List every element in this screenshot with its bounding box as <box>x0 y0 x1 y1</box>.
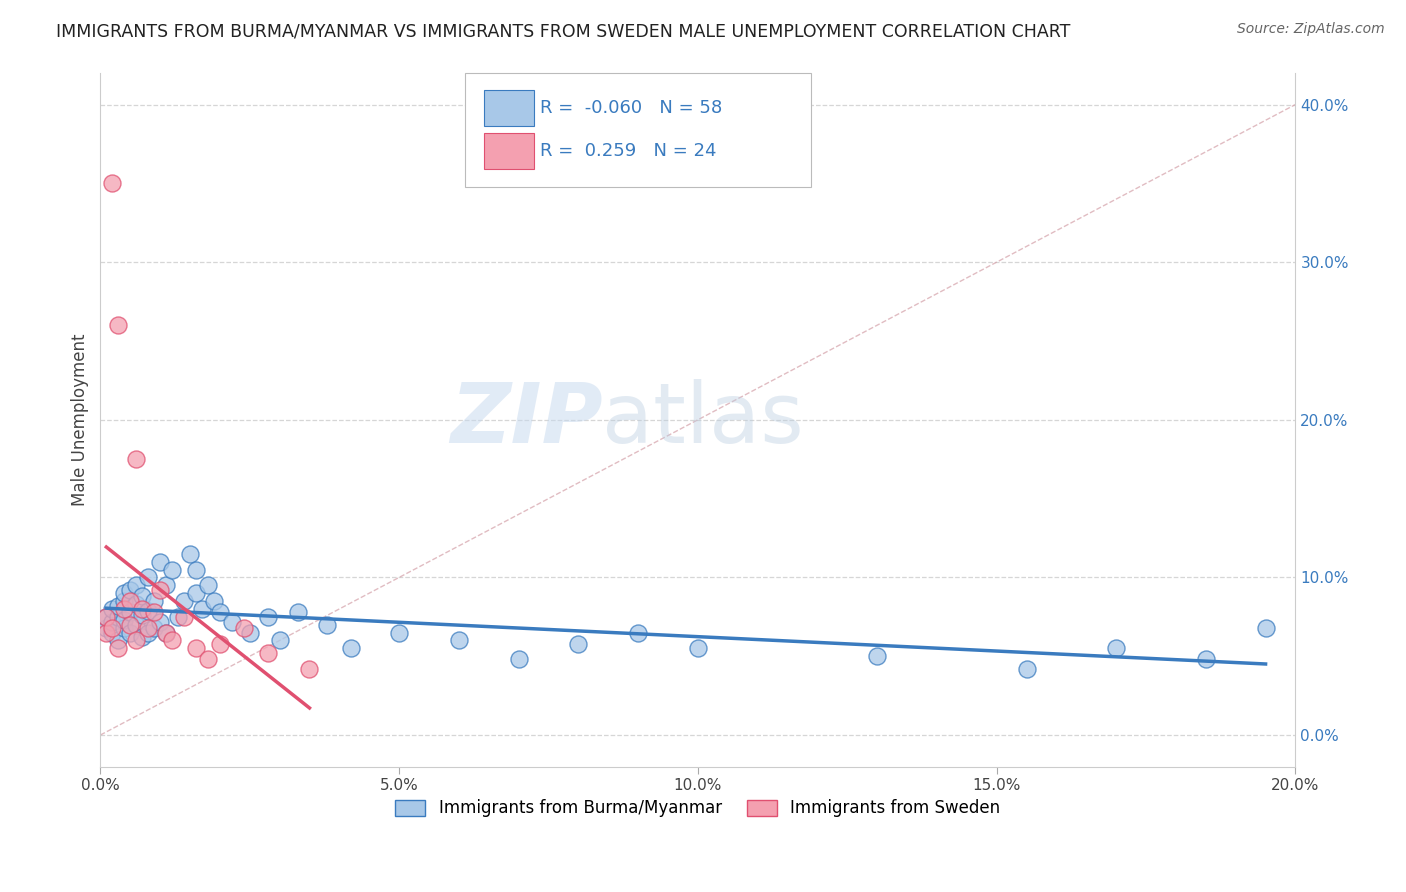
Point <box>184 641 207 656</box>
Point <box>686 641 709 656</box>
FancyBboxPatch shape <box>465 73 811 187</box>
Point <box>173 609 195 624</box>
Point <box>143 605 166 619</box>
Text: atlas: atlas <box>602 379 804 460</box>
Point <box>232 621 254 635</box>
Point <box>120 582 142 597</box>
Point <box>112 613 135 627</box>
Point <box>221 615 243 629</box>
Point <box>112 594 135 608</box>
Text: IMMIGRANTS FROM BURMA/MYANMAR VS IMMIGRANTS FROM SWEDEN MALE UNEMPLOYMENT CORREL: IMMIGRANTS FROM BURMA/MYANMAR VS IMMIGRA… <box>56 22 1070 40</box>
Point <box>120 594 142 608</box>
Point <box>125 617 148 632</box>
Point <box>447 633 470 648</box>
Point <box>298 662 321 676</box>
Point <box>508 652 530 666</box>
Point <box>96 609 118 624</box>
Point <box>125 633 148 648</box>
Point <box>179 547 201 561</box>
Point <box>143 621 166 635</box>
Point <box>131 590 153 604</box>
Text: R =  -0.060   N = 58: R = -0.060 N = 58 <box>540 99 723 118</box>
Point <box>239 625 262 640</box>
Point <box>256 646 278 660</box>
Point <box>101 615 124 629</box>
Point <box>125 597 148 611</box>
Point <box>208 605 231 619</box>
Point <box>256 609 278 624</box>
Point <box>173 594 195 608</box>
Point <box>202 594 225 608</box>
Y-axis label: Male Unemployment: Male Unemployment <box>72 334 89 506</box>
Point <box>149 582 172 597</box>
Point <box>269 633 291 648</box>
Point <box>1015 662 1038 676</box>
Point <box>1254 621 1277 635</box>
Point <box>136 603 159 617</box>
Point <box>101 177 124 191</box>
Point <box>191 602 214 616</box>
Point <box>340 641 363 656</box>
Point <box>107 609 129 624</box>
Point <box>167 609 190 624</box>
Point <box>120 617 142 632</box>
Point <box>1105 641 1128 656</box>
Point <box>101 625 124 640</box>
Point <box>627 625 650 640</box>
Point <box>120 625 142 640</box>
Point <box>107 633 129 648</box>
Point <box>120 605 142 619</box>
Point <box>112 602 135 616</box>
Point <box>184 586 207 600</box>
Point <box>155 625 177 640</box>
Point <box>197 652 219 666</box>
Point <box>107 599 129 613</box>
Point <box>316 617 339 632</box>
Point <box>125 578 148 592</box>
Point <box>101 602 124 616</box>
Point <box>1195 652 1218 666</box>
Point <box>112 586 135 600</box>
Point <box>131 602 153 616</box>
Text: ZIP: ZIP <box>450 379 602 460</box>
Point <box>112 621 135 635</box>
Point <box>208 637 231 651</box>
FancyBboxPatch shape <box>484 90 534 127</box>
Point <box>136 570 159 584</box>
Point <box>107 641 129 656</box>
Point <box>388 625 411 640</box>
Point <box>184 562 207 576</box>
Point <box>96 625 118 640</box>
Point <box>136 625 159 640</box>
Point <box>125 452 148 467</box>
Point <box>149 615 172 629</box>
Point <box>866 649 889 664</box>
Point <box>155 625 177 640</box>
Point <box>131 630 153 644</box>
Legend: Immigrants from Burma/Myanmar, Immigrants from Sweden: Immigrants from Burma/Myanmar, Immigrant… <box>389 793 1007 824</box>
Point <box>160 562 183 576</box>
Point <box>101 621 124 635</box>
Text: Source: ZipAtlas.com: Source: ZipAtlas.com <box>1237 22 1385 37</box>
Point <box>287 605 309 619</box>
Point <box>155 578 177 592</box>
Point <box>149 555 172 569</box>
Point <box>107 318 129 333</box>
Point <box>96 621 118 635</box>
Point <box>131 608 153 623</box>
Point <box>160 633 183 648</box>
Point <box>197 578 219 592</box>
FancyBboxPatch shape <box>484 133 534 169</box>
Point <box>567 637 589 651</box>
Point <box>143 594 166 608</box>
Point <box>136 621 159 635</box>
Point <box>96 609 118 624</box>
Text: R =  0.259   N = 24: R = 0.259 N = 24 <box>540 143 717 161</box>
